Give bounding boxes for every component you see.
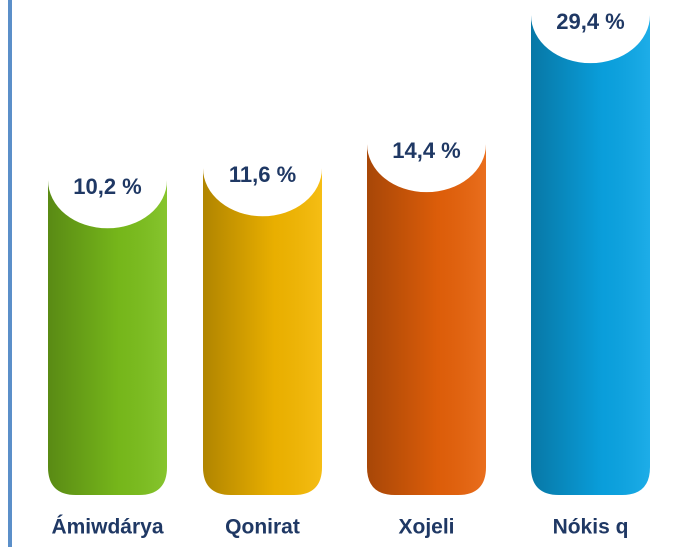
value-label: 11,6 % — [229, 162, 296, 187]
bar-shade — [203, 168, 323, 496]
value-label: 14,4 % — [392, 138, 461, 163]
category-label: Ámiwdárya — [51, 516, 163, 539]
bar-shade — [531, 15, 650, 495]
value-label: 10,2 % — [73, 174, 142, 199]
left-border — [8, 0, 12, 547]
category-label: Xojeli — [398, 516, 454, 539]
bar-shade — [48, 180, 167, 495]
category-label: Qonirat — [225, 516, 300, 539]
category-label: Nókis q — [553, 516, 629, 539]
value-label: 29,4 % — [556, 9, 625, 34]
bar-shade — [367, 144, 487, 495]
